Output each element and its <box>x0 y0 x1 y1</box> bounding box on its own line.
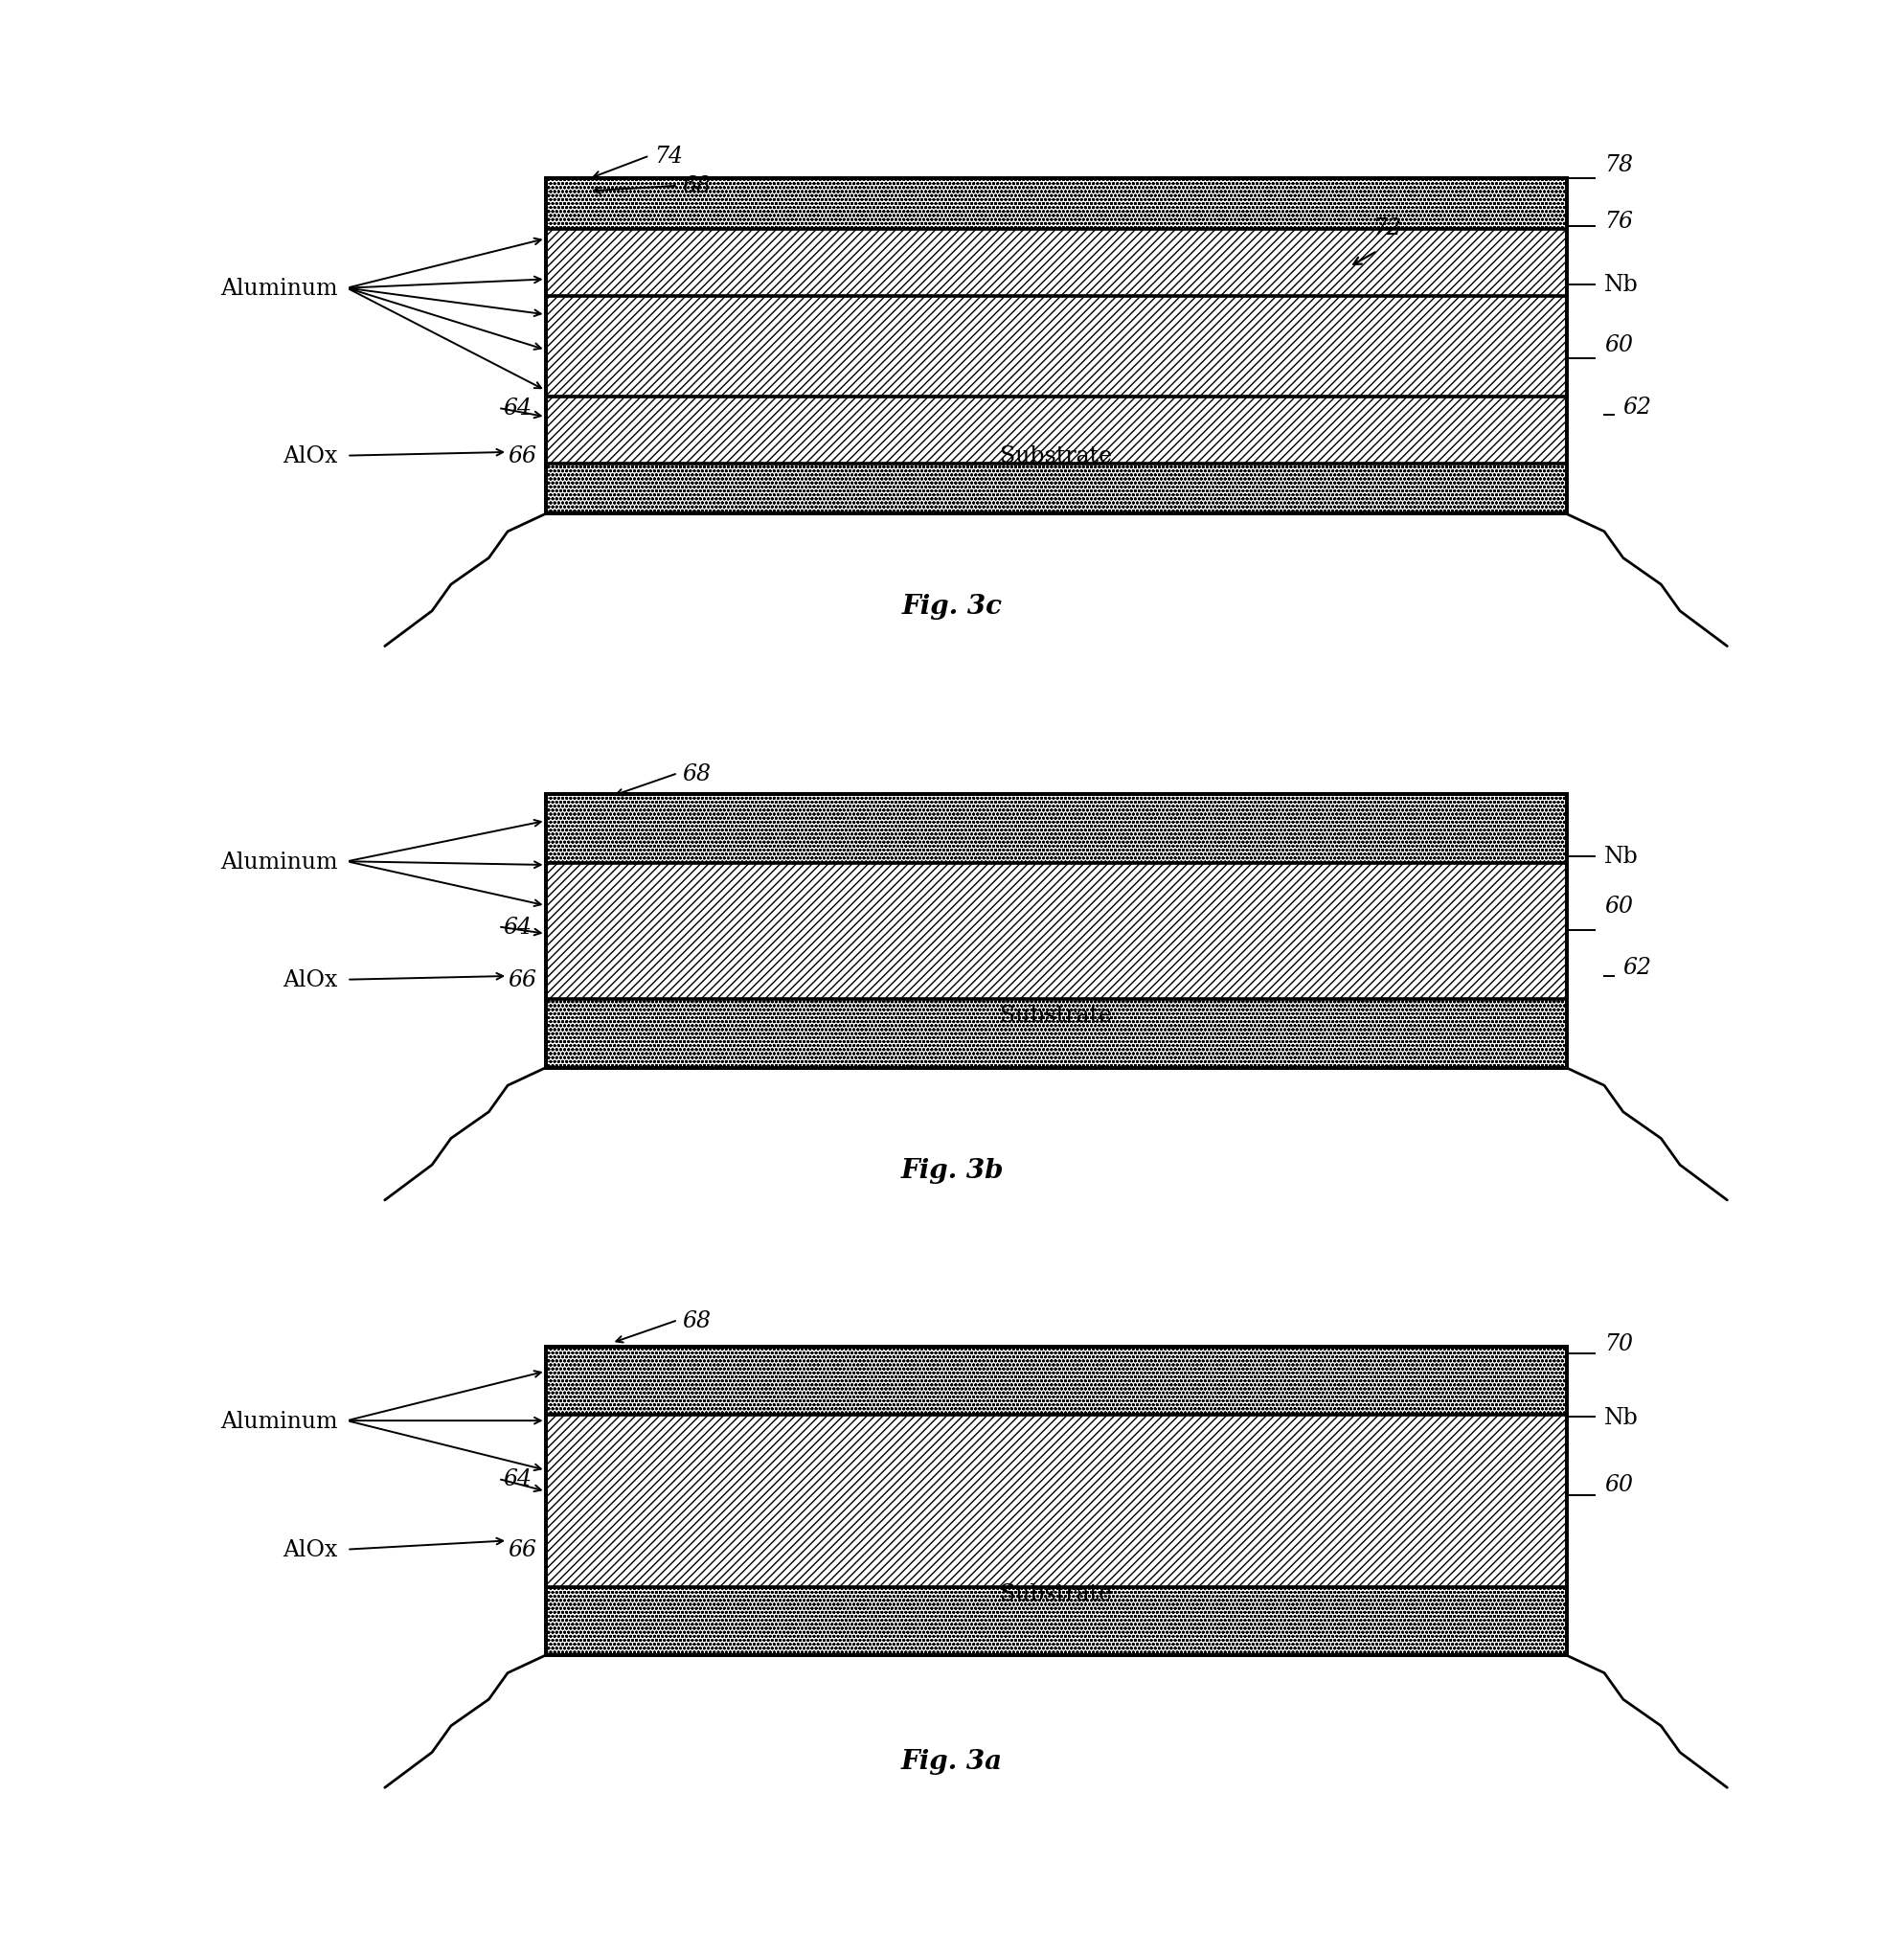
Bar <box>546 1348 1567 1656</box>
Text: Aluminum: Aluminum <box>221 852 337 873</box>
Text: Fig. 3b: Fig. 3b <box>901 1158 1003 1184</box>
Text: Substrate: Substrate <box>1000 445 1112 467</box>
Bar <box>546 863 1567 1000</box>
Bar <box>546 396 1567 465</box>
Bar <box>546 465 1567 514</box>
Bar <box>546 180 1567 230</box>
Text: 64: 64 <box>503 916 531 937</box>
Text: 62: 62 <box>1624 957 1653 978</box>
Text: 60: 60 <box>1605 334 1634 355</box>
Text: 76: 76 <box>1605 211 1634 232</box>
Text: Aluminum: Aluminum <box>221 1410 337 1432</box>
Bar <box>546 1588 1567 1656</box>
Bar <box>546 1000 1567 1068</box>
Text: 68: 68 <box>682 764 710 785</box>
Text: Substrate: Substrate <box>1000 1004 1112 1027</box>
Text: Nb: Nb <box>1605 273 1639 297</box>
Bar <box>546 230 1567 297</box>
Text: 66: 66 <box>508 1539 537 1560</box>
Text: Fig. 3c: Fig. 3c <box>902 594 1002 619</box>
Text: 70: 70 <box>1605 1332 1634 1353</box>
Text: 72: 72 <box>1373 217 1401 240</box>
Bar <box>546 1348 1567 1414</box>
Text: 60: 60 <box>1605 894 1634 918</box>
Text: Aluminum: Aluminum <box>221 277 337 301</box>
Bar <box>546 795 1567 1068</box>
Text: 74: 74 <box>655 146 684 168</box>
Text: AlOx: AlOx <box>282 445 337 467</box>
Text: AlOx: AlOx <box>282 969 337 990</box>
Text: 78: 78 <box>1605 154 1634 176</box>
Text: Nb: Nb <box>1605 846 1639 867</box>
Text: Substrate: Substrate <box>1000 1582 1112 1605</box>
Text: 68: 68 <box>682 1309 710 1332</box>
Text: 68: 68 <box>682 176 710 197</box>
Text: 64: 64 <box>503 398 531 420</box>
Text: AlOx: AlOx <box>282 1539 337 1560</box>
Text: Nb: Nb <box>1605 1406 1639 1428</box>
Bar <box>546 795 1567 863</box>
Text: 62: 62 <box>1624 396 1653 418</box>
Text: Fig. 3a: Fig. 3a <box>901 1748 1003 1773</box>
Text: 66: 66 <box>508 445 537 467</box>
Text: 60: 60 <box>1605 1473 1634 1496</box>
Bar <box>546 1414 1567 1588</box>
Bar <box>546 180 1567 514</box>
Bar <box>546 297 1567 396</box>
Text: 66: 66 <box>508 969 537 990</box>
Text: 64: 64 <box>503 1469 531 1490</box>
